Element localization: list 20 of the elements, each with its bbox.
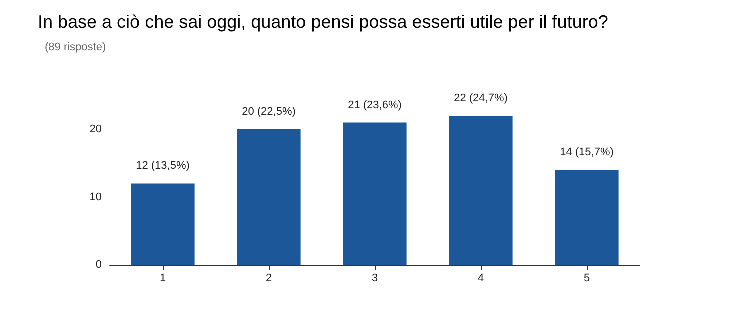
x-tick-label: 3 [372,272,378,284]
bar [449,116,513,265]
data-label: 21 (23,6%) [348,99,402,112]
bar [131,184,195,265]
y-tick-label: 10 [90,191,102,204]
chart-title: In base a ciò che sai oggi, quanto pensi possa esserti utile per il futuro? [38,12,608,32]
data-label: 14 (15,7%) [560,146,614,159]
y-tick-label: 20 [90,124,102,136]
bar [555,170,619,265]
data-label: 12 (13,5%) [136,160,190,172]
x-tick-label: 5 [584,272,590,284]
x-tick-label: 2 [266,272,272,284]
bar [343,122,407,265]
x-tick-label: 1 [160,272,166,284]
bar [237,130,301,265]
data-label: 20 (22,5%) [242,106,296,118]
chart-subtitle: (89 risposte) [45,42,106,54]
y-tick-label: 0 [96,259,102,271]
x-tick-label: 4 [478,272,484,284]
data-label: 22 (24,7%) [454,92,508,104]
